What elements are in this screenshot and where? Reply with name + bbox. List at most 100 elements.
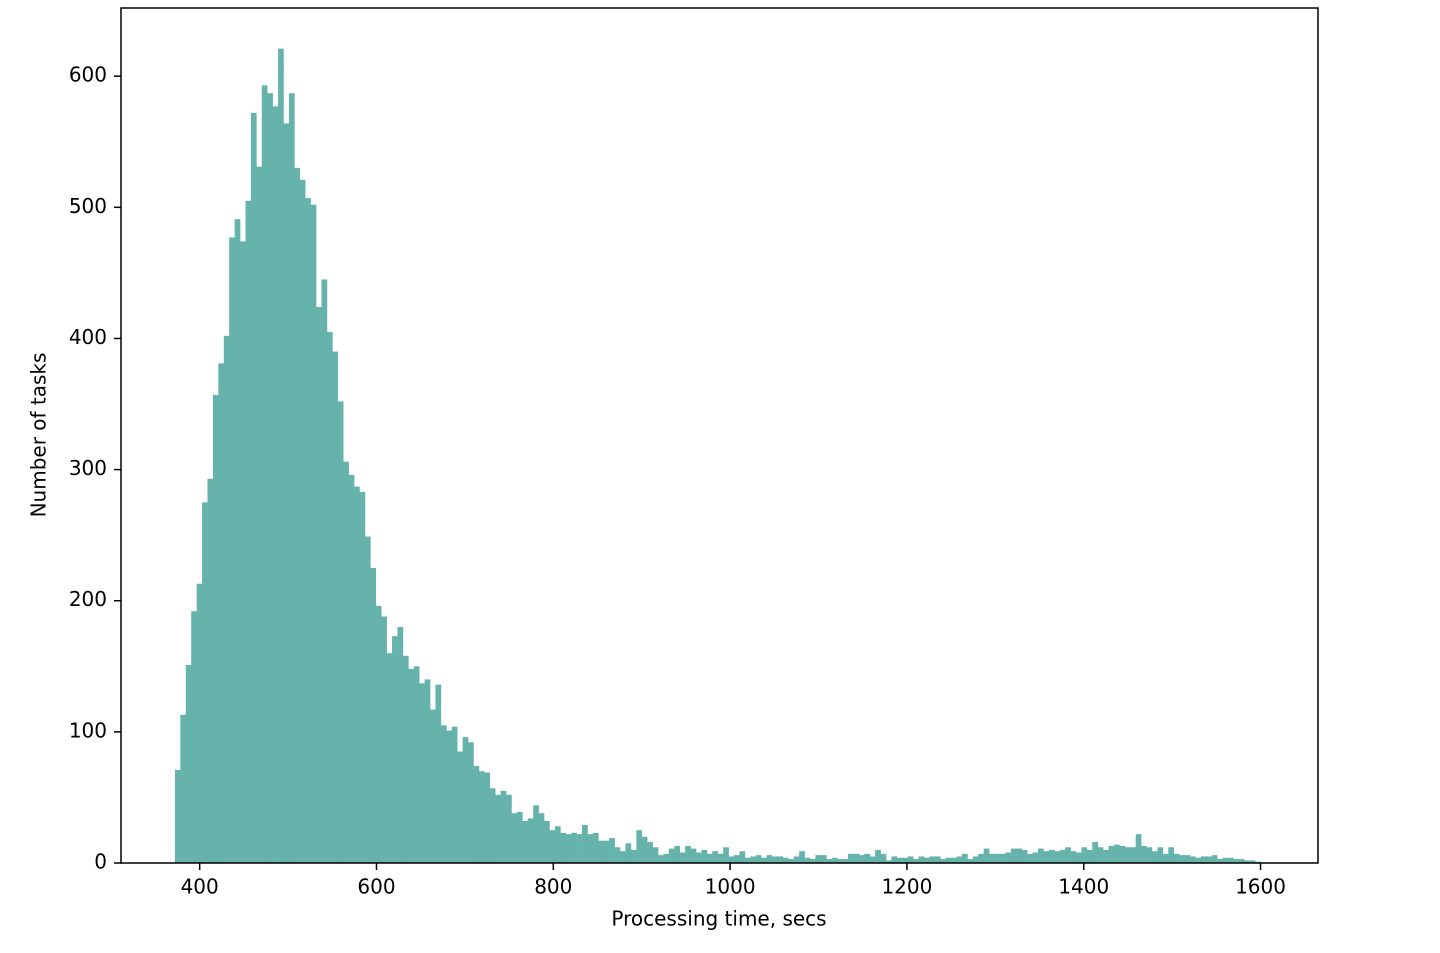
bar [207, 478, 214, 863]
bar [1249, 860, 1256, 863]
y-tick-label: 600 [69, 63, 107, 87]
bar [294, 167, 301, 863]
bar [918, 856, 925, 863]
bar [886, 860, 892, 863]
bar [1032, 852, 1039, 863]
bar [1222, 857, 1229, 863]
bar [202, 502, 208, 863]
bar [500, 790, 507, 863]
bar [1227, 857, 1234, 863]
y-tick-label: 300 [69, 456, 107, 480]
bar [1146, 847, 1153, 863]
bar [864, 853, 871, 863]
bar [1179, 855, 1185, 863]
bar [679, 852, 686, 863]
bar [837, 859, 843, 863]
bar [1059, 849, 1066, 863]
bar [739, 851, 746, 863]
bar [1005, 852, 1012, 863]
bar [701, 849, 708, 863]
bar [288, 93, 295, 863]
bar [321, 279, 328, 864]
bar [994, 853, 1001, 863]
bar [305, 198, 311, 864]
bar [1037, 848, 1044, 863]
bar [1168, 847, 1174, 863]
bar [999, 853, 1006, 863]
bar [913, 859, 919, 863]
bar [1124, 847, 1131, 863]
bar [1054, 851, 1060, 863]
bar [544, 821, 550, 863]
bar [690, 848, 697, 863]
bar [310, 204, 317, 863]
bar [929, 856, 936, 863]
bar [647, 842, 653, 863]
y-tick-label: 200 [69, 587, 107, 611]
bar [1157, 847, 1164, 863]
bar [174, 769, 181, 863]
bar [696, 852, 702, 863]
bar [891, 856, 898, 863]
bar [576, 834, 583, 863]
bar [1151, 851, 1158, 863]
bar [923, 857, 930, 863]
bar [869, 856, 876, 863]
bar [772, 856, 778, 863]
bar [370, 567, 377, 863]
bar [1113, 844, 1120, 863]
bar [516, 811, 523, 863]
bar [630, 849, 637, 863]
bar [799, 851, 805, 863]
bar [858, 855, 865, 863]
bar [185, 664, 192, 863]
bar [945, 857, 952, 863]
bar [218, 363, 225, 863]
y-tick-label: 100 [69, 718, 107, 742]
bar [1027, 853, 1033, 863]
bar [587, 834, 594, 863]
bar [1189, 856, 1196, 863]
bar [1141, 845, 1147, 863]
bar [402, 655, 409, 863]
bar [462, 737, 469, 863]
bar [359, 491, 366, 863]
bar [1108, 845, 1115, 863]
bar [1135, 834, 1142, 863]
bar [815, 855, 822, 863]
bar [1070, 851, 1077, 863]
bar [940, 859, 947, 863]
bar [261, 85, 268, 863]
bar [348, 474, 355, 863]
bar [978, 853, 985, 863]
bar [511, 813, 518, 863]
bar [1233, 859, 1240, 863]
bar [375, 605, 382, 863]
bar [565, 834, 572, 863]
x-tick-label: 400 [181, 875, 219, 899]
x-tick-label: 800 [534, 875, 572, 899]
bar [457, 751, 463, 863]
bar [430, 709, 436, 863]
bar [788, 859, 795, 863]
bar [956, 856, 963, 863]
bar [934, 856, 941, 863]
bar [549, 830, 556, 863]
bar [598, 840, 605, 863]
x-tick-label: 600 [357, 875, 395, 899]
bar [332, 351, 339, 863]
bar [180, 714, 187, 863]
bar [831, 857, 838, 863]
bar [761, 857, 767, 863]
bar [250, 112, 257, 864]
bar [1086, 849, 1093, 863]
bar [354, 486, 360, 863]
bar [229, 237, 235, 863]
bar [592, 832, 599, 863]
bar [283, 123, 290, 863]
bar [668, 848, 675, 863]
bar [1097, 847, 1104, 863]
bar [1103, 849, 1109, 863]
bar [723, 847, 729, 863]
bar [413, 666, 420, 863]
